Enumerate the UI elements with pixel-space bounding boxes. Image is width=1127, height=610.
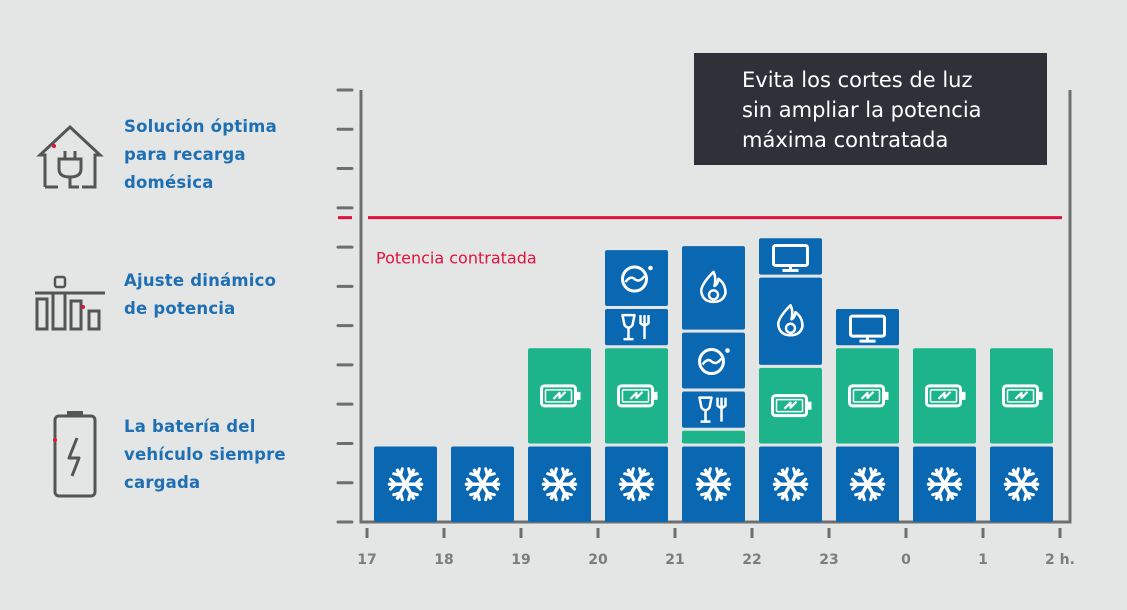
x-tick-label: 2 h. [1045,552,1075,568]
ev-charging-icon [771,394,812,418]
fridge-icon [464,467,501,502]
bar-segment-fridge [682,446,745,522]
fridge-icon [849,467,886,502]
bar-segment-fridge [836,446,899,522]
feature-power-adjust: Ajuste dinámico de potencia [30,250,276,340]
x-tick-label: 19 [511,552,530,568]
tv-icon [849,314,886,343]
bar-segment-tv [759,238,822,275]
power-bars-icon [30,250,110,340]
bar-segment-heating [682,246,745,330]
x-tick-label: 1 [978,552,988,568]
ev-charging-icon [540,384,581,408]
feature-home-charging: Solución óptima para recarga domésica [30,110,277,200]
bar-rect [682,246,745,330]
x-tick-label: 17 [357,552,376,568]
bar-segment-tv [836,309,899,346]
washer-icon [698,348,730,376]
feature-power-adjust-text: Ajuste dinámico de potencia [124,271,277,318]
x-tick-label: 20 [588,552,608,568]
bar-segment-fridge [451,446,514,522]
bar-rect [682,332,745,389]
bar-rect [605,250,668,306]
bar-segment-kitchen [605,309,668,346]
bar-segment-fridge [374,446,437,522]
x-tick-label: 21 [665,552,684,568]
callout-box: Evita los cortes de luz sin ampliar la p… [694,53,1047,165]
bar-segment-fridge [913,446,976,522]
washer-icon [621,265,653,293]
feature-battery: La batería del vehículo siempre cargada [30,410,286,500]
heating-icon [776,303,804,337]
fridge-icon [772,467,809,502]
x-tick-label: 18 [434,552,453,568]
tv-icon [772,243,809,272]
bar-segment-ev-charging [913,348,976,444]
bar-segment-ev-charging [990,348,1053,444]
bar-segment-fridge [990,446,1053,522]
bar-segment-ev-charging [682,430,745,444]
fridge-icon [541,467,578,502]
bar-rect [759,277,822,365]
bar-segment-fridge [605,446,668,522]
bar-segment-fridge [528,446,591,522]
kitchen-icon [621,313,650,341]
fridge-icon [1003,467,1040,502]
heating-icon [699,270,727,304]
x-tick-label: 0 [901,552,911,568]
bar-segment-fridge [759,446,822,522]
bar-segment-ev-charging [836,348,899,444]
ev-charging-icon [925,384,966,408]
battery-bolt-icon [30,410,110,500]
fridge-icon [695,467,732,502]
kitchen-icon [698,396,727,423]
x-tick-label: 22 [742,552,761,568]
fridge-icon [387,467,424,502]
threshold-label: Potencia contratada [376,249,537,268]
x-tick-label: 23 [819,552,838,568]
bar-segment-washer [682,332,745,389]
feature-home-charging-text: Solución óptima para recarga domésica [124,117,277,192]
bar-segment-ev-charging [759,367,822,444]
ev-charging-icon [1002,384,1043,408]
bar-segment-heating [759,277,822,365]
bar-rect [605,309,668,346]
feature-battery-text: La batería del vehículo siempre cargada [124,417,286,492]
fridge-icon [618,467,655,502]
ev-charging-icon [848,384,889,408]
house-plug-icon [30,110,110,200]
fridge-icon [926,467,963,502]
bar-rect [682,430,745,444]
bar-segment-kitchen [682,391,745,428]
bar-rect [682,391,745,428]
ev-charging-icon [617,384,658,408]
bar-segment-ev-charging [605,348,668,444]
bar-segment-washer [605,250,668,306]
bar-segment-ev-charging [528,348,591,444]
